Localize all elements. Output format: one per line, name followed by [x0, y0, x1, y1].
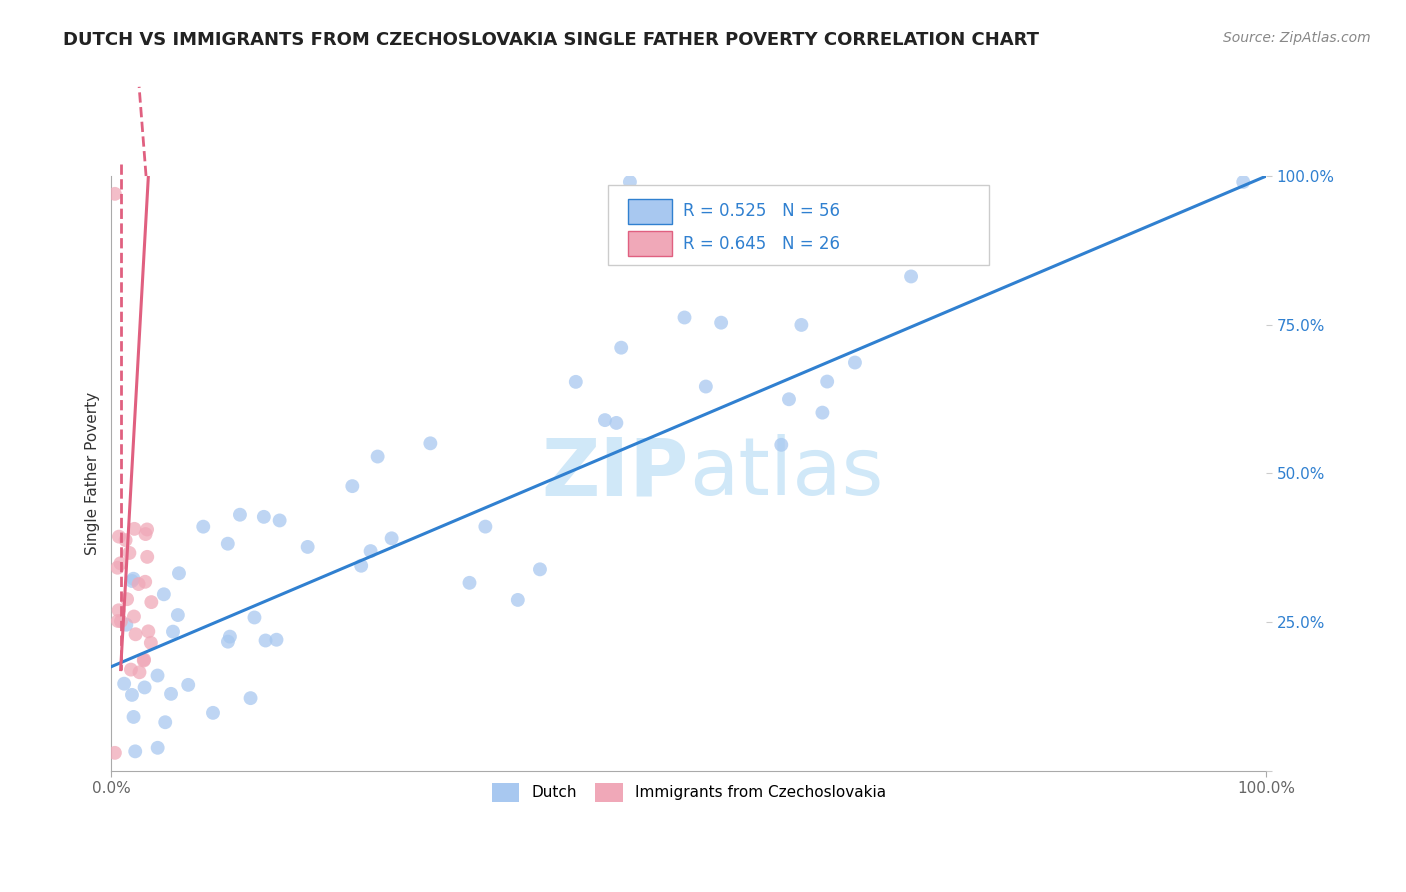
Point	[900, 269, 922, 284]
Point	[107, 560, 129, 574]
Point	[124, 522, 146, 536]
Point	[342, 479, 364, 493]
Y-axis label: Single Father Poverty: Single Father Poverty	[86, 392, 100, 555]
Point	[458, 575, 481, 590]
Point	[269, 513, 291, 527]
Point	[146, 740, 169, 755]
Point	[673, 310, 696, 325]
Point	[177, 678, 200, 692]
Point	[167, 608, 190, 623]
Point	[115, 617, 138, 632]
Point	[254, 633, 277, 648]
Point	[141, 595, 163, 609]
Text: R = 0.525   N = 56: R = 0.525 N = 56	[683, 202, 841, 220]
Point	[844, 355, 866, 369]
FancyBboxPatch shape	[607, 185, 990, 265]
Point	[350, 558, 373, 573]
Point	[115, 592, 138, 607]
Point	[219, 630, 242, 644]
Point	[120, 663, 142, 677]
Point	[381, 532, 404, 546]
Point	[815, 375, 838, 389]
Point	[134, 574, 156, 589]
Point	[112, 676, 135, 690]
Point	[770, 438, 793, 452]
Text: Source: ZipAtlas.com: Source: ZipAtlas.com	[1223, 31, 1371, 45]
Point	[139, 636, 162, 650]
Point	[367, 450, 389, 464]
Point	[132, 652, 155, 666]
Point	[124, 744, 146, 758]
Point	[778, 392, 800, 407]
Point	[529, 562, 551, 576]
Point	[110, 557, 132, 571]
Point	[790, 318, 813, 332]
Bar	[627, 199, 672, 224]
Text: DUTCH VS IMMIGRANTS FROM CZECHOSLOVAKIA SINGLE FATHER POVERTY CORRELATION CHART: DUTCH VS IMMIGRANTS FROM CZECHOSLOVAKIA …	[63, 31, 1039, 49]
Point	[136, 624, 159, 639]
Point	[253, 509, 276, 524]
Text: ZIP: ZIP	[541, 434, 689, 512]
Point	[122, 572, 145, 586]
Point	[118, 546, 141, 560]
Legend: Dutch, Immigrants from Czechoslovakia: Dutch, Immigrants from Czechoslovakia	[485, 777, 893, 807]
Point	[134, 681, 156, 695]
Point	[243, 610, 266, 624]
Point	[108, 530, 131, 544]
Point	[128, 577, 150, 591]
Point	[136, 523, 159, 537]
Point	[121, 688, 143, 702]
Point	[153, 587, 176, 601]
Point	[1232, 175, 1254, 189]
Point	[155, 715, 177, 730]
Point	[110, 614, 132, 628]
Point	[593, 413, 616, 427]
Point	[128, 665, 150, 680]
Point	[811, 406, 834, 420]
Point	[360, 544, 382, 558]
Point	[107, 614, 129, 628]
Point	[135, 527, 157, 541]
Point	[266, 632, 288, 647]
Point	[162, 624, 184, 639]
Point	[619, 175, 641, 189]
Point	[229, 508, 252, 522]
Point	[122, 609, 145, 624]
Point	[136, 549, 159, 564]
Point	[506, 593, 529, 607]
Point	[605, 416, 627, 430]
Text: atlas: atlas	[689, 434, 883, 512]
Bar	[627, 231, 672, 256]
Point	[297, 540, 319, 554]
Point	[160, 687, 183, 701]
Point	[201, 706, 224, 720]
Point	[695, 379, 717, 393]
Point	[132, 654, 155, 668]
Point	[217, 634, 239, 648]
Point	[122, 710, 145, 724]
Point	[124, 627, 146, 641]
Point	[419, 436, 441, 450]
Point	[193, 519, 215, 533]
Point	[610, 341, 633, 355]
Point	[121, 574, 143, 588]
Point	[565, 375, 588, 389]
Point	[107, 603, 129, 617]
Point	[239, 691, 262, 706]
Point	[474, 519, 496, 533]
Point	[146, 668, 169, 682]
Point	[114, 533, 136, 547]
Point	[104, 746, 127, 760]
Text: R = 0.645   N = 26: R = 0.645 N = 26	[683, 235, 841, 252]
Point	[217, 537, 239, 551]
Point	[710, 316, 733, 330]
Point	[167, 566, 190, 581]
Point	[104, 186, 127, 201]
